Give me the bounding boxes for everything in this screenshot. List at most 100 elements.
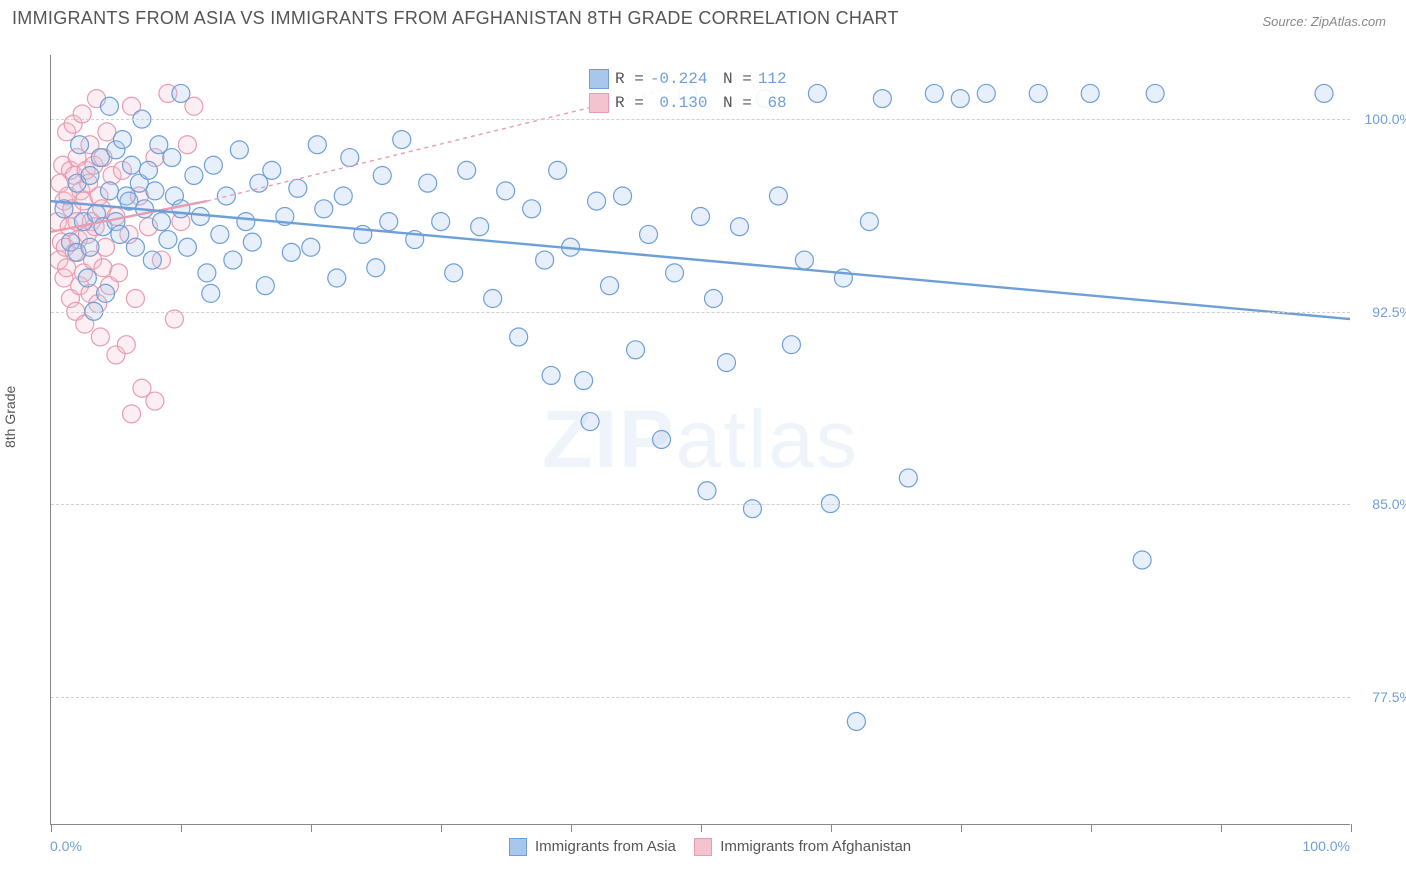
x-tick: [1351, 824, 1352, 832]
scatter-point: [224, 251, 242, 269]
scatter-point: [484, 290, 502, 308]
scatter-point: [178, 136, 196, 154]
scatter-point: [588, 192, 606, 210]
scatter-point: [65, 166, 83, 184]
scatter-point: [130, 187, 148, 205]
scatter-point: [86, 218, 104, 236]
scatter-point: [68, 174, 86, 192]
scatter-point: [97, 284, 115, 302]
x-tick: [181, 824, 182, 832]
scatter-point: [100, 277, 118, 295]
scatter-point: [211, 225, 229, 243]
scatter-point: [380, 213, 398, 231]
stats-swatch-afghanistan: [589, 93, 609, 113]
x-tick: [1221, 824, 1222, 832]
scatter-point: [126, 238, 144, 256]
x-tick: [701, 824, 702, 832]
scatter-point: [743, 500, 761, 518]
scatter-point: [202, 284, 220, 302]
scatter-point: [497, 182, 515, 200]
stat-n-label: N =: [713, 91, 751, 115]
scatter-point: [126, 290, 144, 308]
scatter-point: [85, 156, 103, 174]
scatter-point: [51, 251, 68, 269]
scatter-point: [334, 187, 352, 205]
scatter-point: [510, 328, 528, 346]
scatter-point: [282, 243, 300, 261]
plot-area: ZIPatlas R = -0.224 N = 112 R = 0.130 N …: [50, 55, 1350, 825]
scatter-point: [795, 251, 813, 269]
scatter-point: [107, 141, 125, 159]
scatter-point: [808, 84, 826, 102]
scatter-point: [769, 187, 787, 205]
y-tick-label: 85.0%: [1372, 496, 1406, 512]
scatter-point: [113, 131, 131, 149]
stat-r-label: R =: [615, 67, 644, 91]
scatter-point: [666, 264, 684, 282]
scatter-point: [103, 166, 121, 184]
y-tick-label: 92.5%: [1372, 304, 1406, 320]
x-tick: [51, 824, 52, 832]
scatter-point: [951, 90, 969, 108]
scatter-point: [204, 156, 222, 174]
scatter-point: [120, 225, 138, 243]
scatter-point: [90, 187, 108, 205]
scatter-point: [562, 238, 580, 256]
scatter-point: [139, 161, 157, 179]
scatter-point: [81, 284, 99, 302]
scatter-point: [68, 213, 86, 231]
scatter-point: [98, 123, 116, 141]
scatter-point: [61, 233, 79, 251]
scatter-point: [58, 123, 76, 141]
scatter-point: [80, 174, 98, 192]
scatter-svg: [51, 55, 1350, 824]
scatter-point: [198, 264, 216, 282]
scatter-point: [123, 156, 141, 174]
scatter-point: [217, 187, 235, 205]
scatter-point: [178, 238, 196, 256]
scatter-point: [432, 213, 450, 231]
scatter-point: [113, 161, 131, 179]
scatter-point: [230, 141, 248, 159]
scatter-point: [117, 336, 135, 354]
stat-r-label: R =: [615, 91, 644, 115]
scatter-point: [152, 213, 170, 231]
scatter-point: [191, 208, 209, 226]
scatter-point: [73, 105, 91, 123]
scatter-point: [159, 84, 177, 102]
stat-n-afghanistan: 68: [758, 91, 787, 115]
gridline-h: [51, 119, 1350, 120]
bottom-legend: Immigrants from Asia Immigrants from Afg…: [0, 838, 1406, 856]
scatter-point: [91, 149, 109, 167]
scatter-point: [94, 259, 112, 277]
scatter-point: [146, 182, 164, 200]
stat-r-asia: -0.224: [650, 67, 708, 91]
scatter-point: [56, 238, 74, 256]
scatter-point: [87, 205, 105, 223]
scatter-point: [276, 208, 294, 226]
scatter-point: [263, 161, 281, 179]
scatter-point: [302, 238, 320, 256]
scatter-point: [110, 264, 128, 282]
scatter-point: [94, 149, 112, 167]
scatter-point: [653, 431, 671, 449]
legend-swatch-afghanistan: [694, 838, 712, 856]
scatter-point: [64, 115, 82, 133]
scatter-point: [55, 200, 73, 218]
watermark-strong: ZIP: [542, 394, 676, 485]
scatter-point: [601, 277, 619, 295]
scatter-point: [61, 161, 79, 179]
scatter-point: [51, 174, 69, 192]
scatter-point: [100, 97, 118, 115]
scatter-point: [1133, 551, 1151, 569]
scatter-point: [146, 392, 164, 410]
scatter-point: [78, 269, 96, 287]
scatter-point: [730, 218, 748, 236]
scatter-point: [94, 218, 112, 236]
scatter-point: [354, 225, 372, 243]
scatter-point: [68, 243, 86, 261]
scatter-point: [133, 379, 151, 397]
scatter-point: [81, 136, 99, 154]
legend-swatch-asia: [509, 838, 527, 856]
scatter-point: [549, 161, 567, 179]
